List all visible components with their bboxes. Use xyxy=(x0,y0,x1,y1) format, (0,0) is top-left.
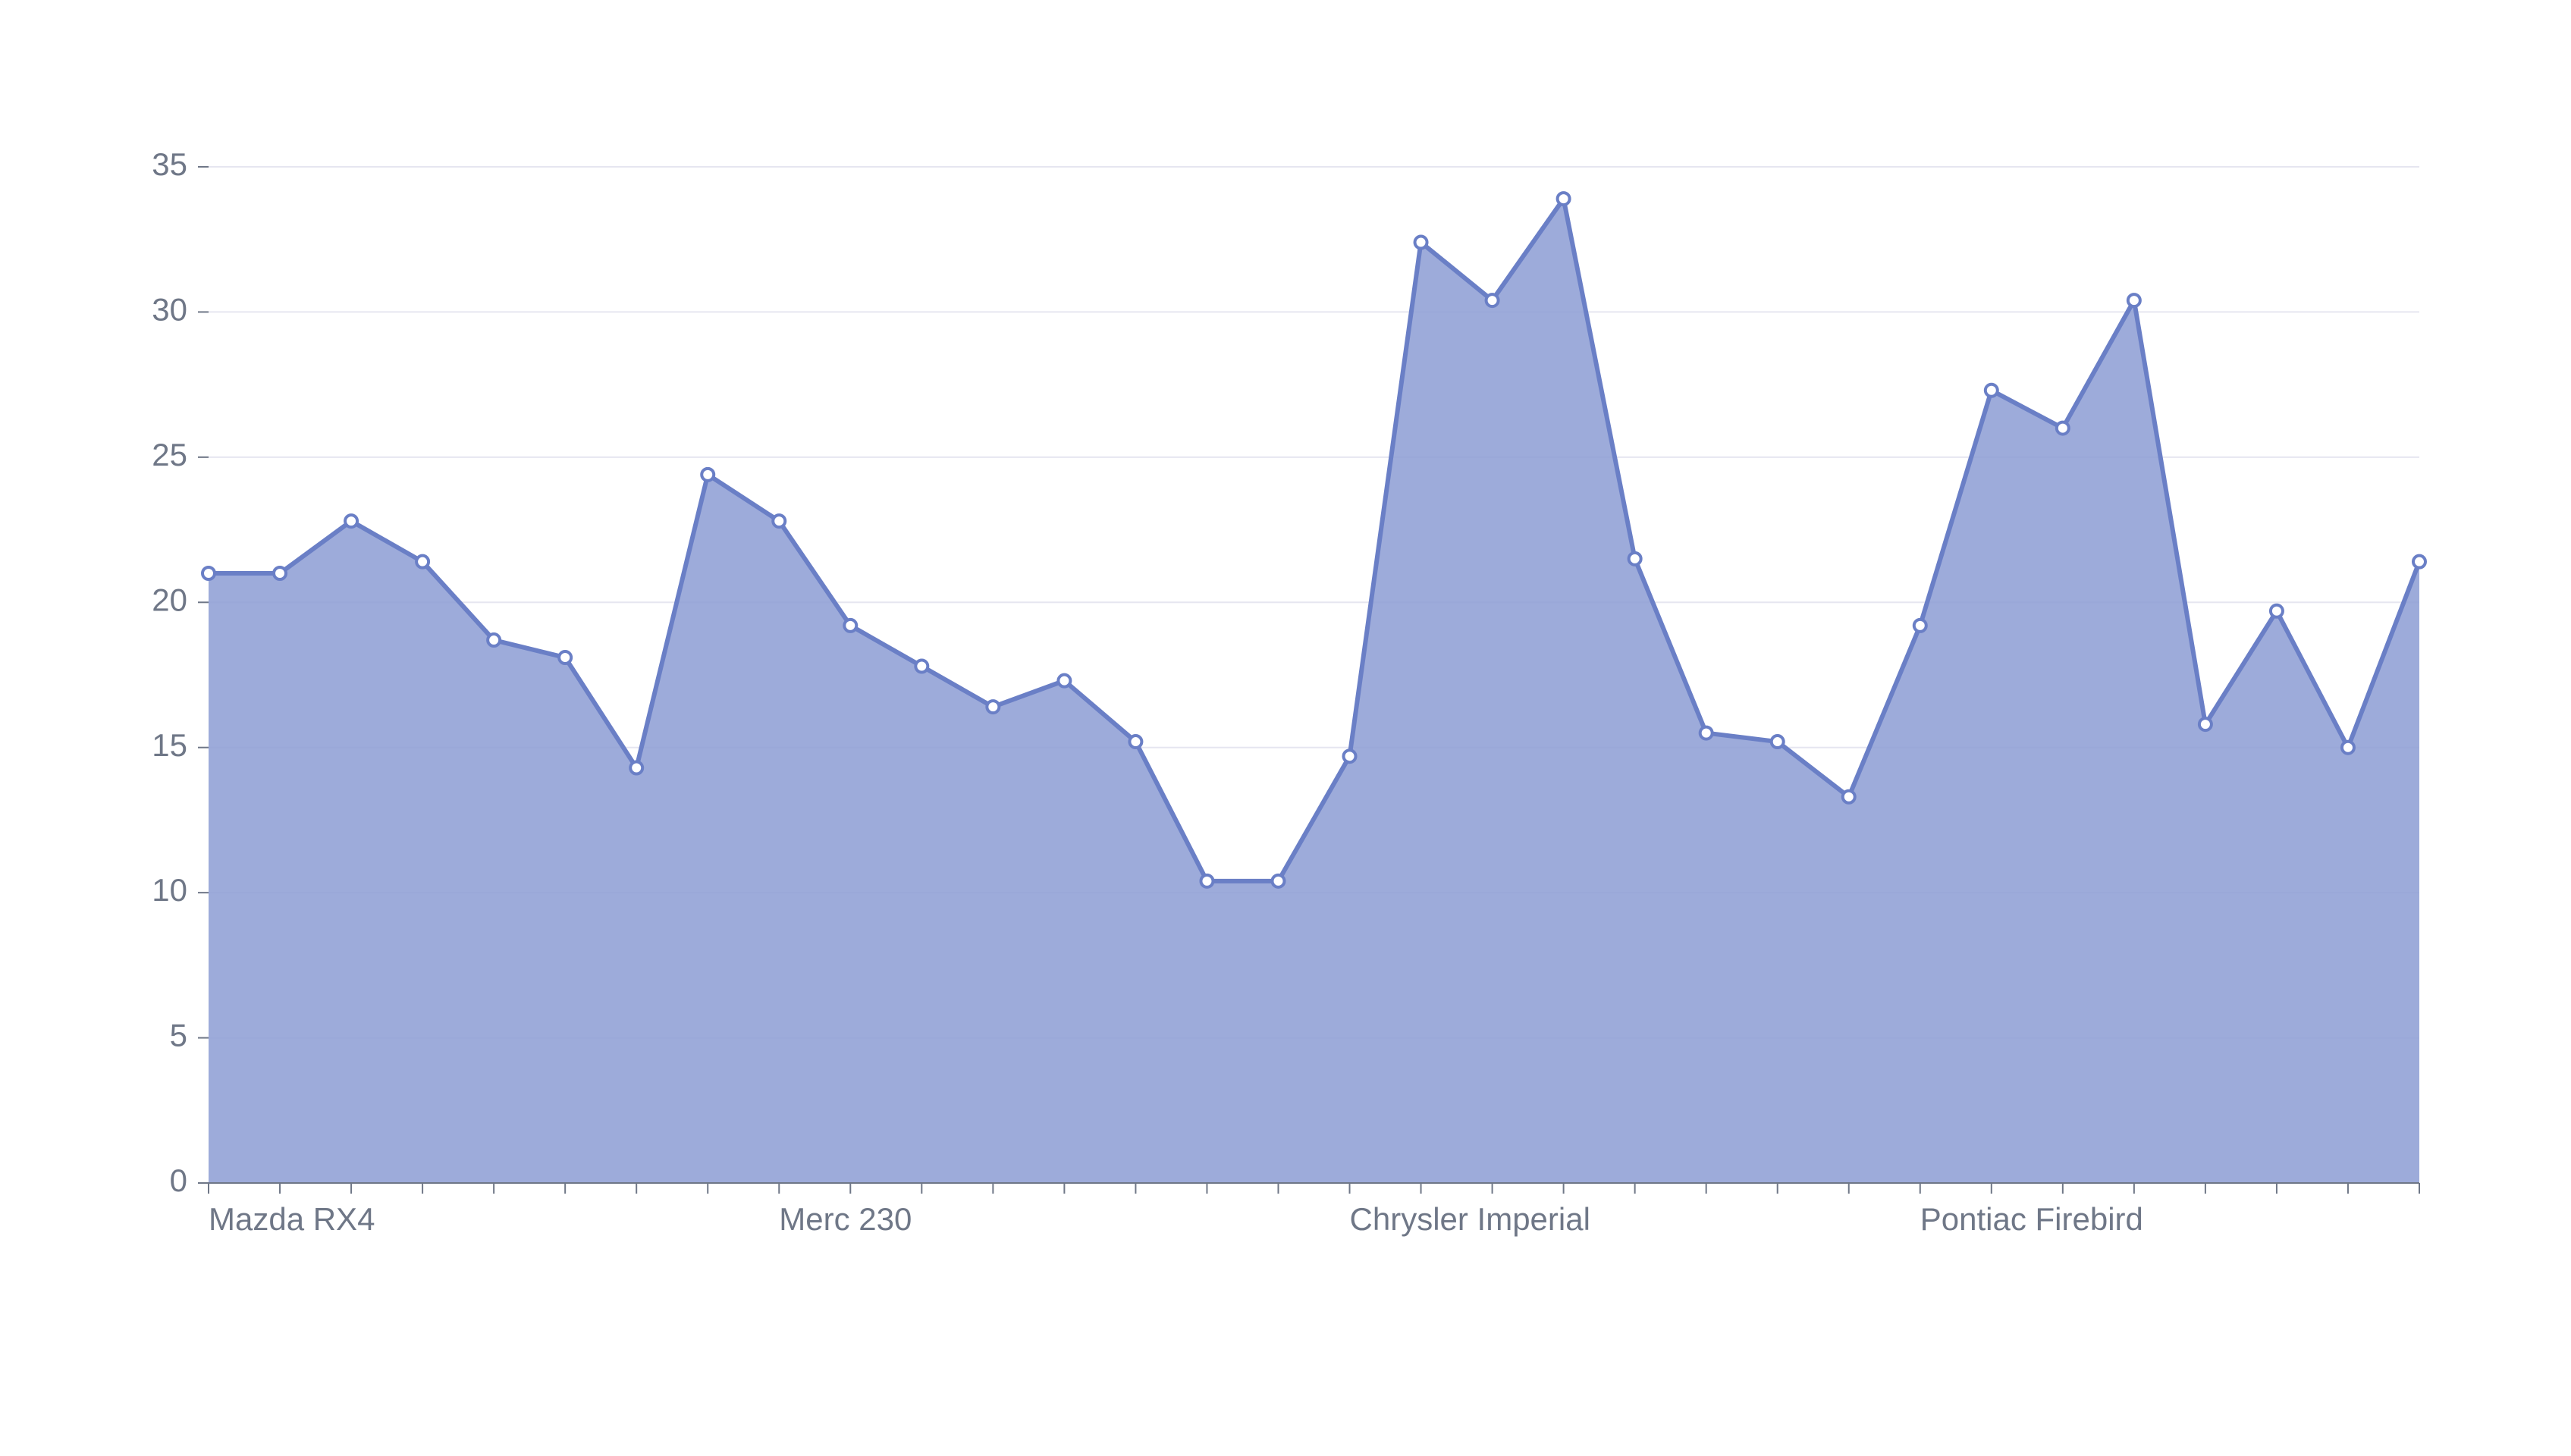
data-point xyxy=(1772,736,1784,748)
data-point xyxy=(844,620,856,632)
area-chart: 0 5 10 15 20 25 30 35 Mazda RX4 Merc 230 Chrysler … xyxy=(0,0,2571,1456)
x-tick-label: Chrysler Imperial xyxy=(1350,1201,1590,1237)
data-point xyxy=(1558,193,1570,205)
data-point xyxy=(1629,553,1641,565)
data-point xyxy=(2413,556,2425,568)
y-tick-label: 30 xyxy=(152,292,187,328)
data-point xyxy=(2057,422,2069,435)
y-tick-label: 25 xyxy=(152,437,187,472)
chart-svg: 0 5 10 15 20 25 30 35 Mazda RX4 Merc 230 Chrysler … xyxy=(0,0,2571,1456)
data-point xyxy=(1486,294,1499,306)
y-tick-label: 20 xyxy=(152,582,187,617)
data-point xyxy=(416,556,428,568)
data-point xyxy=(630,762,642,774)
data-point xyxy=(915,661,928,673)
x-axis: Mazda RX4 Merc 230 Chrysler Imperial Pontia… xyxy=(209,1183,2419,1237)
data-point xyxy=(1344,750,1356,762)
data-point xyxy=(2342,742,2354,754)
data-point xyxy=(559,651,571,664)
x-tick-label: Merc 230 xyxy=(779,1201,912,1237)
data-point xyxy=(1129,736,1141,748)
data-point xyxy=(2199,718,2212,730)
data-point xyxy=(202,567,215,579)
x-tick-label: Mazda RX4 xyxy=(209,1201,375,1237)
data-point xyxy=(274,567,286,579)
y-tick-label: 15 xyxy=(152,727,187,763)
data-point xyxy=(987,701,999,713)
y-tick-label: 35 xyxy=(152,146,187,182)
y-tick-label: 10 xyxy=(152,872,187,908)
data-point xyxy=(2128,294,2140,306)
data-point xyxy=(1914,620,1926,632)
y-tick-label: 0 xyxy=(170,1163,187,1198)
data-point xyxy=(2271,605,2283,617)
data-point xyxy=(1058,675,1070,687)
x-tick-label: Pontiac Firebird xyxy=(1920,1201,2143,1237)
data-point xyxy=(1415,237,1427,249)
data-point xyxy=(345,515,357,527)
data-point xyxy=(702,469,714,481)
data-point xyxy=(1272,875,1284,887)
data-point xyxy=(488,634,500,646)
data-point xyxy=(773,515,785,527)
area-fill xyxy=(209,199,2419,1183)
y-tick-label: 5 xyxy=(170,1018,187,1053)
data-point xyxy=(1700,727,1712,739)
data-point xyxy=(1201,875,1213,887)
y-axis: 0 5 10 15 20 25 30 35 xyxy=(152,146,209,1198)
data-point xyxy=(1986,384,1998,397)
data-point xyxy=(1843,791,1855,803)
